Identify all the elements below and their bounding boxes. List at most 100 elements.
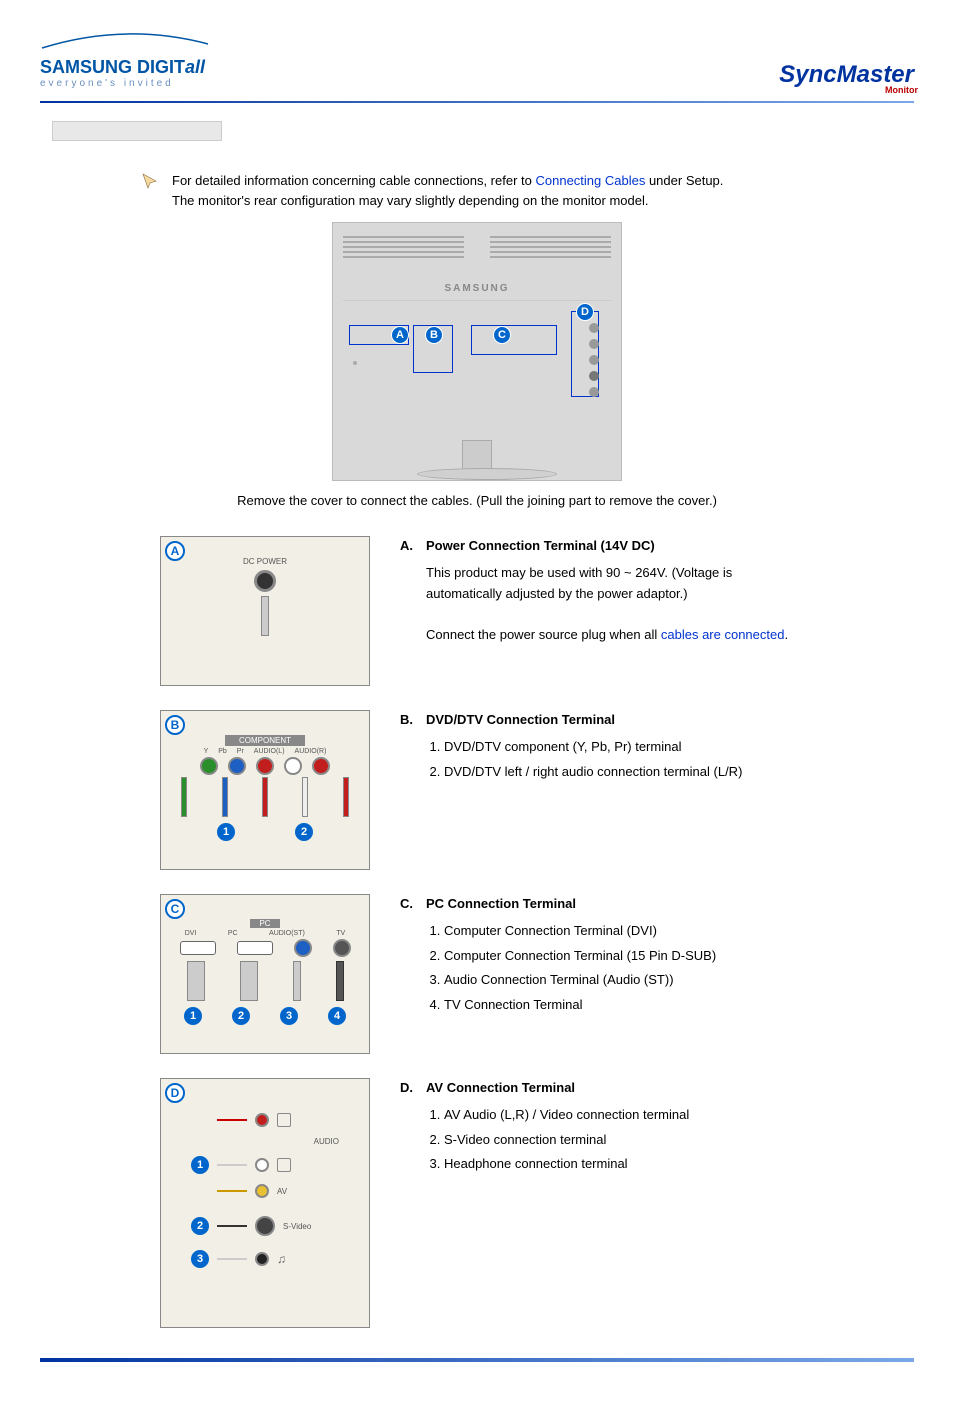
- port-y-icon: [200, 757, 218, 775]
- section-d-item2: S-Video connection terminal: [444, 1130, 800, 1151]
- audio-out-icon: [277, 1113, 291, 1127]
- svideo-port-icon: [255, 1216, 275, 1236]
- component-port-labels: Y Pb Pr AUDIO(L) AUDIO(R): [169, 748, 361, 755]
- audio-st-port-icon: [294, 939, 312, 957]
- section-b-desc: B. DVD/DTV Connection Terminal DVD/DTV co…: [400, 710, 800, 786]
- section-a-body2-post: .: [784, 627, 788, 642]
- section-d-list: AV Audio (L,R) / Video connection termin…: [426, 1105, 800, 1175]
- port-audiost-label: AUDIO(ST): [269, 930, 305, 937]
- brand-suffix: all: [185, 57, 205, 77]
- section-d-item1: AV Audio (L,R) / Video connection termin…: [444, 1105, 800, 1126]
- callout-c: C: [493, 326, 511, 344]
- footer-divider: [40, 1358, 914, 1362]
- diagram-d-num3: 3: [191, 1250, 209, 1268]
- dc-power-label: DC POWER: [169, 557, 361, 566]
- av-audio-l-icon: [255, 1158, 269, 1172]
- section-a-body2-pre: Connect the power source plug when all: [426, 627, 661, 642]
- audio-label: AUDIO: [191, 1137, 339, 1146]
- monitor-rear-figure: SAMSUNG A B C D: [40, 222, 914, 481]
- section-tab: [52, 121, 222, 141]
- section-c-list: Computer Connection Terminal (DVI) Compu…: [426, 921, 800, 1016]
- component-label: COMPONENT: [225, 735, 305, 746]
- diagram-d-badge: D: [165, 1083, 185, 1103]
- brand-logo-left: SAMSUNG DIGITall everyone's invited: [40, 30, 210, 89]
- section-a: A DC POWER A. Power Connection Terminal (…: [160, 536, 914, 686]
- cables-connected-link[interactable]: cables are connected: [661, 627, 785, 642]
- syncmaster-text: SyncMaster: [779, 61, 914, 88]
- monitor-stand: [417, 440, 537, 480]
- power-plug-icon: [261, 596, 269, 636]
- pointer-icon: [140, 171, 160, 210]
- section-d-title: AV Connection Terminal: [426, 1078, 575, 1099]
- dsub-port-icon: [237, 941, 273, 955]
- diagram-b-badge: B: [165, 715, 185, 735]
- intro-line2: The monitor's rear configuration may var…: [172, 193, 649, 208]
- section-b-title: DVD/DTV Connection Terminal: [426, 710, 615, 731]
- section-b-item2: DVD/DTV left / right audio connection te…: [444, 762, 800, 783]
- section-d-item3: Headphone connection terminal: [444, 1154, 800, 1175]
- diagram-b-num1: 1: [217, 823, 235, 841]
- section-c-item4: TV Connection Terminal: [444, 995, 800, 1016]
- section-c-title: PC Connection Terminal: [426, 894, 576, 915]
- port-pc-label: PC: [228, 930, 238, 937]
- port-audiol-label: AUDIO(L): [254, 748, 285, 755]
- page-header: SAMSUNG DIGITall everyone's invited Sync…: [40, 30, 914, 97]
- port-pr-icon: [256, 757, 274, 775]
- av-video-icon: [255, 1184, 269, 1198]
- port-pb-label: Pb: [218, 748, 227, 755]
- diagram-d-num2: 2: [191, 1217, 209, 1235]
- intro-text: For detailed information concerning cabl…: [172, 171, 723, 210]
- brand-tagline: everyone's invited: [40, 78, 210, 89]
- section-c-item3: Audio Connection Terminal (Audio (ST)): [444, 970, 800, 991]
- diagram-c-num1: 1: [184, 1007, 202, 1025]
- port-dvi-label: DVI: [185, 930, 197, 937]
- region-box-c: [471, 325, 557, 355]
- port-pb-icon: [228, 757, 246, 775]
- dvi-port-icon: [180, 941, 216, 955]
- section-b-list: DVD/DTV component (Y, Pb, Pr) terminal D…: [426, 737, 800, 783]
- section-a-title: Power Connection Terminal (14V DC): [426, 536, 655, 557]
- port-pr-label: Pr: [237, 748, 244, 755]
- port-audior-icon: [312, 757, 330, 775]
- monitor-rear: SAMSUNG A B C D: [332, 222, 622, 481]
- monitor-caption: Remove the cover to connect the cables. …: [40, 493, 914, 508]
- section-d-desc: D. AV Connection Terminal AV Audio (L,R) …: [400, 1078, 800, 1179]
- callout-b: B: [425, 326, 443, 344]
- section-a-body1: This product may be used with 90 ~ 264V.…: [426, 563, 800, 605]
- diagram-c-num4: 4: [328, 1007, 346, 1025]
- av-audio-r-icon: [255, 1113, 269, 1127]
- intro-pre: For detailed information concerning cabl…: [172, 173, 535, 188]
- section-c-desc: C. PC Connection Terminal Computer Connec…: [400, 894, 800, 1020]
- monitor-brand-label: SAMSUNG: [343, 283, 611, 294]
- syncmaster-sub: Monitor: [885, 85, 918, 95]
- section-c-letter: C.: [400, 894, 416, 915]
- section-d-letter: D.: [400, 1078, 416, 1099]
- port-audiol-icon: [284, 757, 302, 775]
- intro-note: For detailed information concerning cabl…: [140, 171, 834, 210]
- av-label: AV: [277, 1187, 287, 1196]
- callout-d: D: [576, 303, 594, 321]
- section-a-desc: A. Power Connection Terminal (14V DC) Thi…: [400, 536, 800, 646]
- diagram-a: A DC POWER: [160, 536, 370, 686]
- section-c-item2: Computer Connection Terminal (15 Pin D-S…: [444, 946, 800, 967]
- section-b-letter: B.: [400, 710, 416, 731]
- section-d: D AUDIO 1 AV 2 S-Video 3 ♫ D. AV Connecti…: [160, 1078, 914, 1328]
- brand-logo-right: SyncMaster Monitor: [779, 61, 914, 89]
- diagram-d: D AUDIO 1 AV 2 S-Video 3 ♫: [160, 1078, 370, 1328]
- diagram-c-num2: 2: [232, 1007, 250, 1025]
- diagram-c-num3: 3: [280, 1007, 298, 1025]
- section-a-body2: Connect the power source plug when all c…: [426, 625, 800, 646]
- port-y-label: Y: [204, 748, 209, 755]
- connecting-cables-link[interactable]: Connecting Cables: [535, 173, 645, 188]
- pc-port-labels: DVI PC AUDIO(ST) TV: [169, 930, 361, 937]
- section-c: C PC DVI PC AUDIO(ST) TV 1 2 3 4 C. PC Co…: [160, 894, 914, 1054]
- pc-label: PC: [250, 919, 280, 928]
- section-b: B COMPONENT Y Pb Pr AUDIO(L) AUDIO(R) 1 …: [160, 710, 914, 870]
- section-a-letter: A.: [400, 536, 416, 557]
- section-c-item1: Computer Connection Terminal (DVI): [444, 921, 800, 942]
- dc-power-port-icon: [254, 570, 276, 592]
- diagram-d-num1: 1: [191, 1156, 209, 1174]
- diagram-b: B COMPONENT Y Pb Pr AUDIO(L) AUDIO(R) 1 …: [160, 710, 370, 870]
- headphone-icon: ♫: [277, 1252, 286, 1266]
- diagram-c-badge: C: [165, 899, 185, 919]
